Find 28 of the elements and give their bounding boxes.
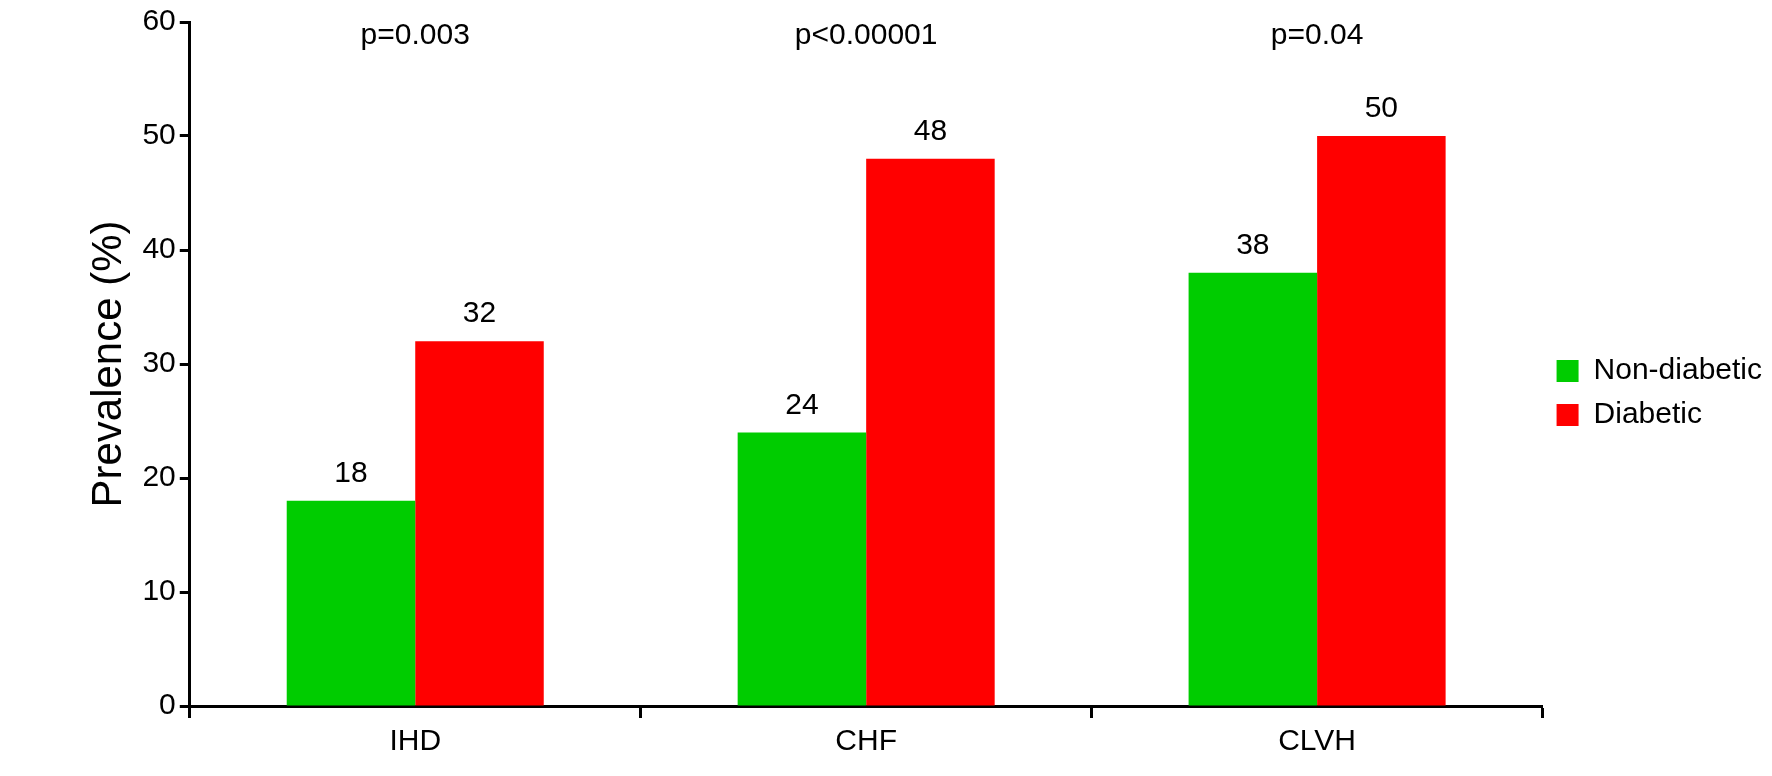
annotation: p=0.04 <box>1270 17 1364 51</box>
y-tick-label: 40 <box>142 231 176 265</box>
x-tick-label: IHD <box>389 723 442 757</box>
data-label: 48 <box>913 113 948 147</box>
bar <box>286 500 416 706</box>
data-label: 32 <box>462 295 497 329</box>
x-tick-label: CHF <box>835 723 897 757</box>
data-label: 24 <box>785 386 819 420</box>
y-tick-label: 30 <box>142 345 176 379</box>
y-tick-label: 50 <box>142 117 176 151</box>
bar <box>1188 272 1318 706</box>
legend-label: Diabetic <box>1593 396 1702 430</box>
bar <box>737 432 867 706</box>
x-tick-label: CLVH <box>1278 723 1357 757</box>
annotation: p<0.00001 <box>794 17 938 51</box>
legend-label: Non-diabetic <box>1593 352 1763 386</box>
y-tick-label: 20 <box>142 459 176 493</box>
data-label: 18 <box>334 455 368 489</box>
bar <box>1317 136 1446 706</box>
y-axis-title: Prevalence (%) <box>82 220 130 508</box>
bar <box>866 158 995 706</box>
y-tick-label: 10 <box>142 573 176 607</box>
data-label: 38 <box>1236 227 1270 261</box>
bar <box>415 341 544 706</box>
y-tick-label: 60 <box>142 3 176 37</box>
y-tick-label: 0 <box>159 687 176 721</box>
annotation: p=0.003 <box>360 17 470 51</box>
data-label: 50 <box>1364 90 1399 124</box>
